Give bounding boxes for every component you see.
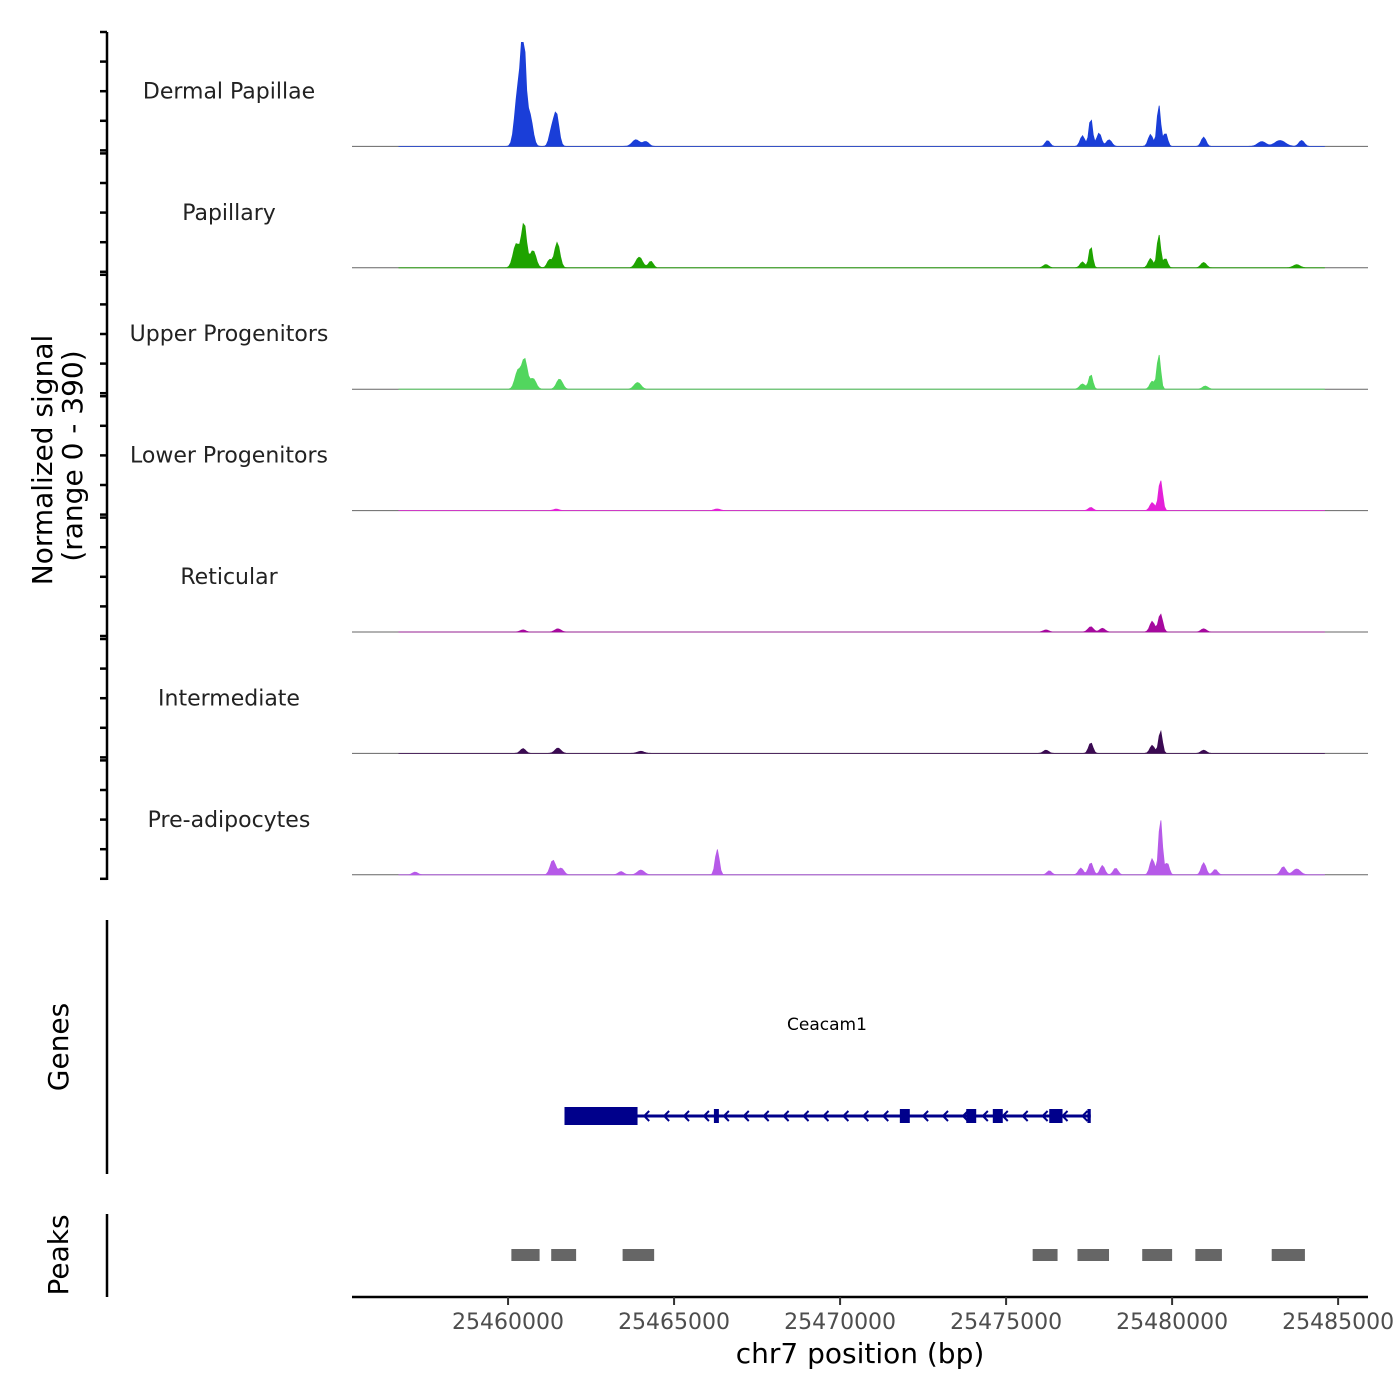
peak-region: [1032, 1249, 1058, 1261]
gene-strand-arrow: [762, 1110, 770, 1122]
gene-exon: [1087, 1109, 1091, 1123]
gene-strand-arrow: [1041, 1110, 1049, 1122]
track-label: Intermediate: [158, 686, 300, 711]
gene-strand-arrow: [742, 1110, 750, 1122]
signal-area: [398, 613, 1325, 633]
gene-strand-arrow: [822, 1110, 830, 1122]
peak-regions: [511, 1249, 1305, 1261]
gene-strand-arrow: [682, 1110, 690, 1122]
gene-exon: [713, 1109, 719, 1123]
signal-y-axis: [100, 30, 109, 881]
track-label: Lower Progenitors: [130, 444, 328, 469]
x-axis-title: chr7 position (bp): [736, 1337, 985, 1370]
track-label: Dermal Papillae: [143, 79, 315, 104]
gene-strand-arrow: [1001, 1110, 1009, 1122]
track-5: Intermediate: [158, 686, 1368, 754]
signal-area: [398, 480, 1325, 511]
gene-strand-arrow: [921, 1110, 929, 1122]
gene-strand-arrow: [642, 1110, 650, 1122]
x-tick-label: 25475000: [950, 1310, 1062, 1335]
gene-label: Ceacam1: [787, 1015, 867, 1035]
peak-region: [1195, 1249, 1222, 1261]
gene-exon: [992, 1109, 1003, 1123]
track-2: Upper Progenitors: [130, 322, 1368, 390]
gene-exon: [564, 1107, 638, 1125]
gene-strand-arrow: [802, 1110, 810, 1122]
x-tick-label: 25465000: [618, 1310, 730, 1335]
gene-strand-arrow: [782, 1110, 790, 1122]
track-4: Reticular: [180, 565, 1368, 633]
track-1: Papillary: [182, 201, 1368, 269]
x-tick-label: 25480000: [1116, 1310, 1228, 1335]
x-tick-label: 25470000: [784, 1310, 896, 1335]
peak-region: [1077, 1249, 1110, 1261]
peak-region: [511, 1249, 540, 1261]
y-axis-title-line1: Normalized signal: [26, 335, 59, 586]
track-0: Dermal Papillae: [143, 42, 1368, 147]
peak-region: [622, 1249, 655, 1261]
signal-area: [398, 729, 1325, 754]
signal-area: [398, 222, 1325, 269]
signal-area: [398, 42, 1325, 147]
peaks-panel-label: Peaks: [42, 1214, 75, 1295]
y-axis-title-line2: (range 0 - 390): [56, 350, 89, 561]
gene-strand-arrow: [702, 1110, 710, 1122]
signal-tracks: Dermal Papillae Papillary Upper Progenitor…: [130, 42, 1368, 876]
gene-model: Ceacam1: [564, 1015, 1091, 1125]
gene-strand-arrow: [841, 1110, 850, 1122]
track-label: Papillary: [182, 201, 276, 226]
gene-strand-arrow: [1061, 1110, 1069, 1122]
gene-strand-arrow: [981, 1110, 989, 1122]
x-axis-ticks: 25460000 25465000 25470000 25475000 25480000…: [452, 1297, 1394, 1335]
track-6: Pre-adipocytes: [148, 808, 1368, 876]
signal-area: [398, 820, 1325, 876]
peak-region: [1271, 1249, 1305, 1261]
gene-strand-arrow: [861, 1110, 870, 1122]
track-label: Reticular: [180, 565, 278, 590]
gene-strand-arrow: [1081, 1110, 1089, 1122]
x-tick-label: 25460000: [452, 1310, 564, 1335]
gene-exon: [966, 1109, 977, 1123]
peak-region: [1142, 1249, 1173, 1261]
peak-region: [551, 1249, 577, 1261]
gene-strand-arrow: [662, 1110, 670, 1122]
genes-panel-label: Genes: [42, 1003, 75, 1091]
track-3: Lower Progenitors: [130, 444, 1368, 512]
gene-strand-arrow: [722, 1110, 730, 1122]
gene-strand-arrow: [941, 1110, 949, 1122]
gene-strand-arrow: [881, 1110, 889, 1122]
signal-area: [398, 354, 1325, 390]
track-label: Upper Progenitors: [130, 322, 329, 347]
gene-exon: [899, 1109, 910, 1123]
gene-strand-arrow: [901, 1110, 909, 1122]
gene-exon: [1049, 1109, 1063, 1123]
gene-strand-arrow: [961, 1110, 969, 1122]
gene-strand-arrow: [1021, 1110, 1029, 1122]
x-tick-label: 25485000: [1282, 1310, 1394, 1335]
track-label: Pre-adipocytes: [148, 808, 311, 833]
